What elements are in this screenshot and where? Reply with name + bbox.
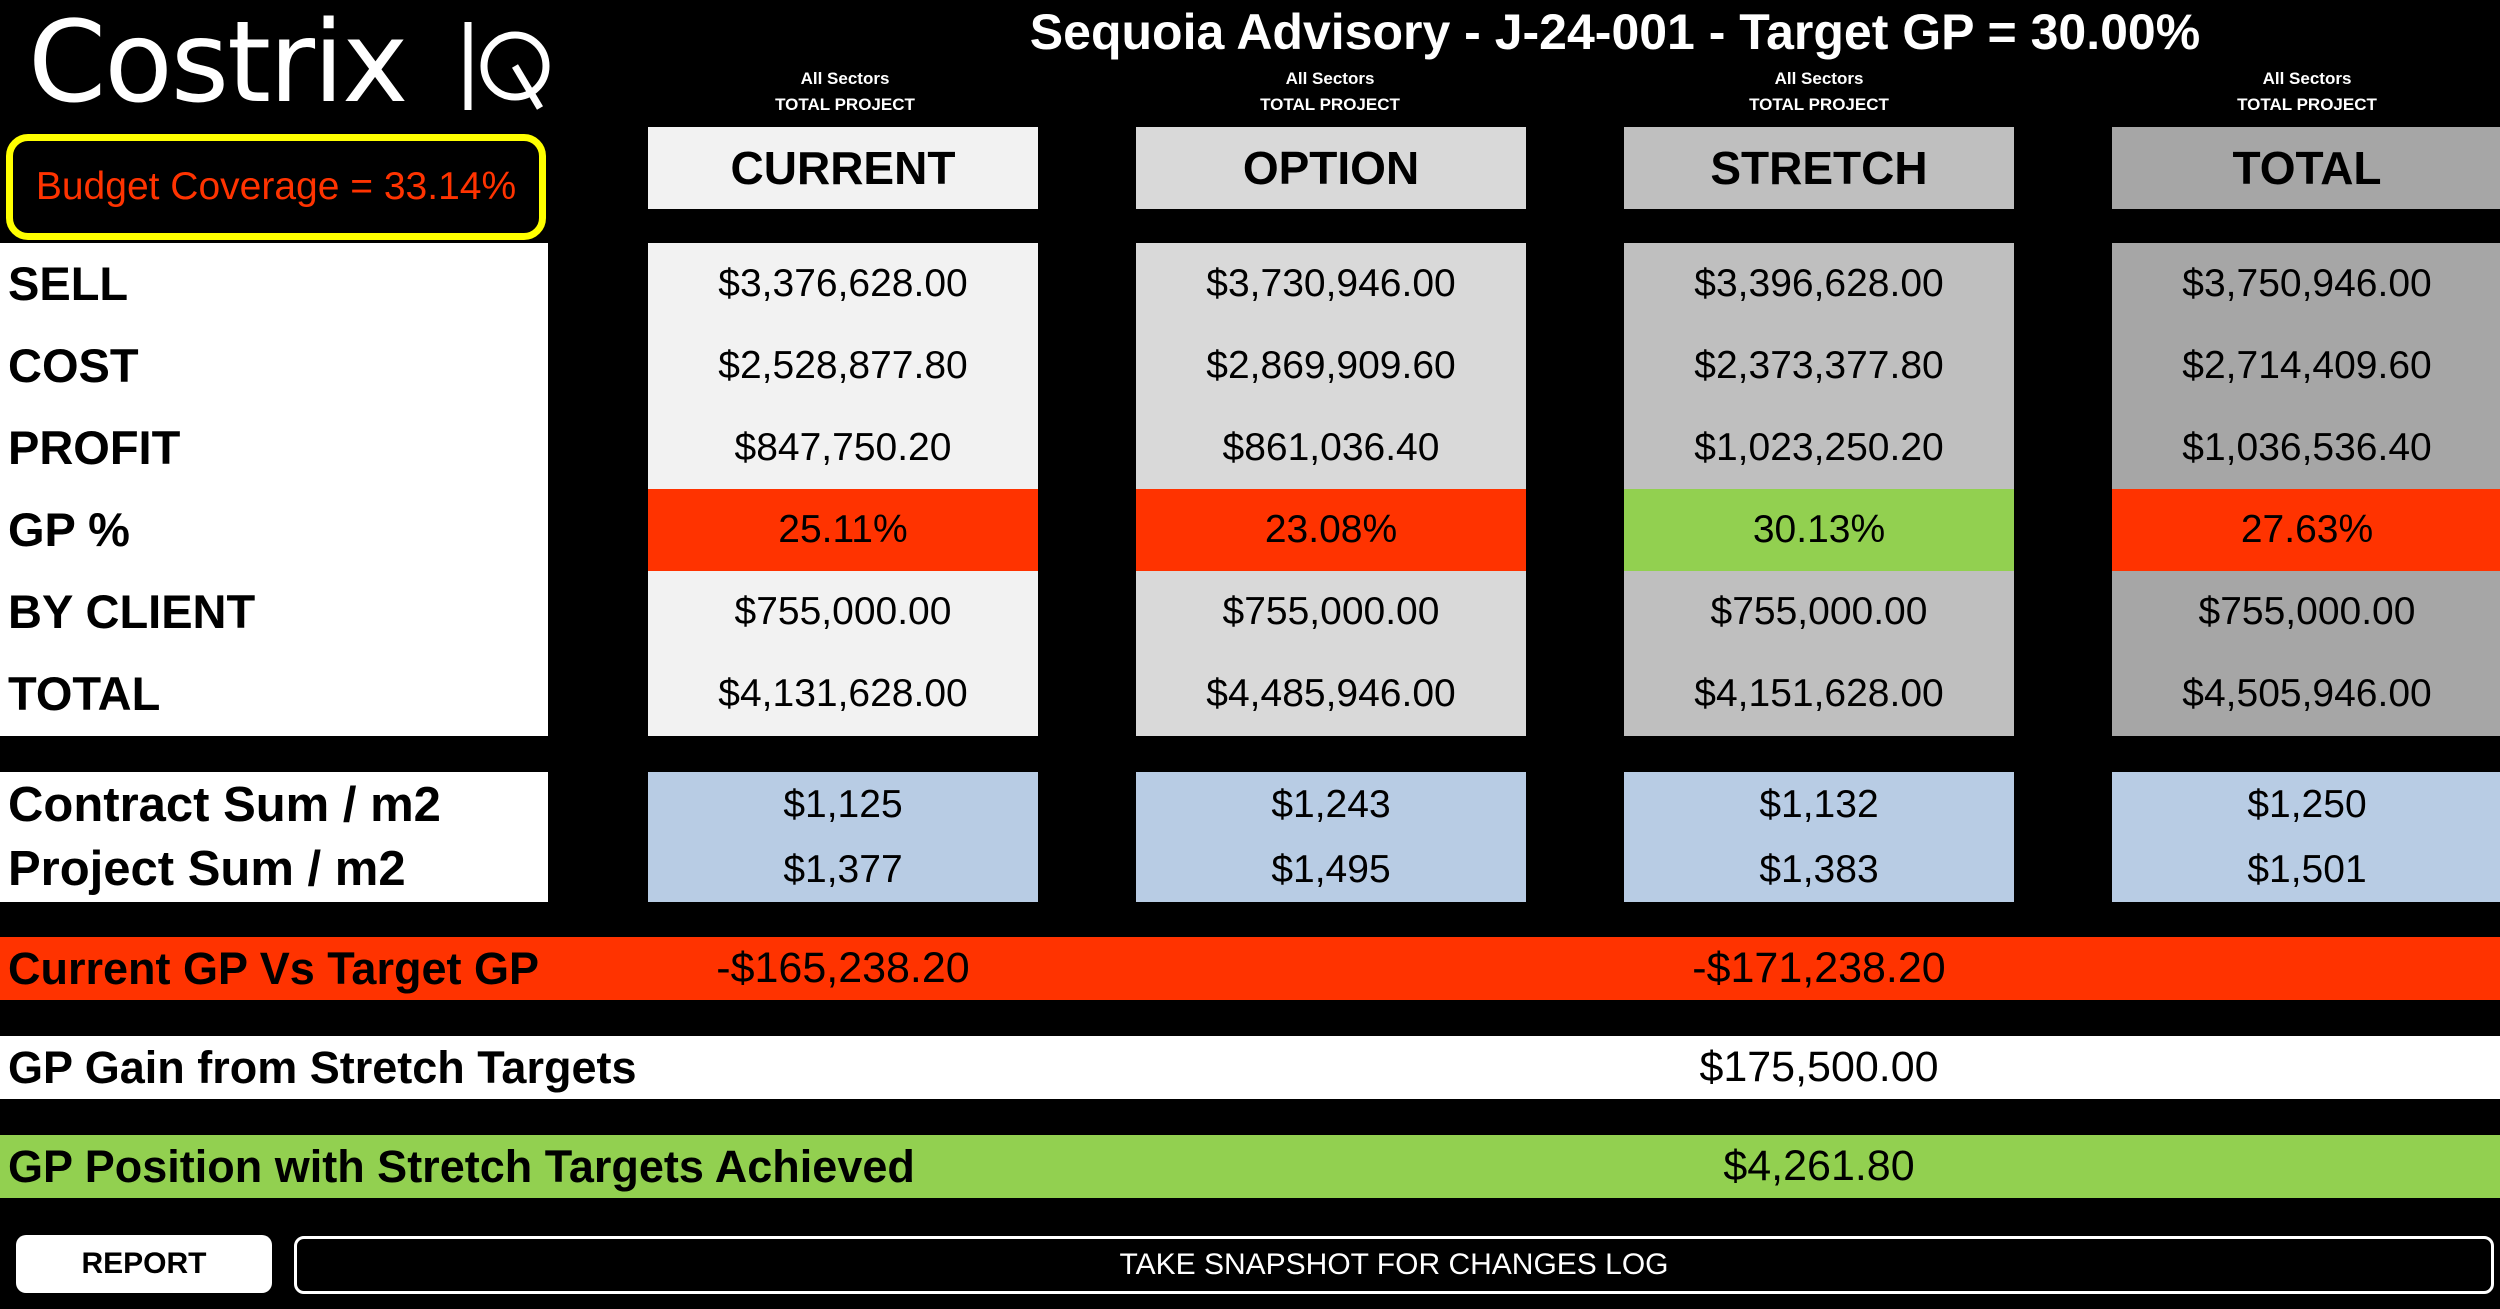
option-cost-value: $2,869,909.60 — [1206, 344, 1456, 387]
row-label-gp: GP % — [8, 503, 130, 556]
column-header-current: CURRENT — [648, 127, 1038, 209]
logo-iq-mark-icon — [464, 22, 550, 110]
current-vs-target-bar: Current GP Vs Target GP -$165,238.20 -$1… — [0, 937, 2500, 1000]
current-total-value: $4,131,628.00 — [718, 672, 968, 715]
current-gp-value: 25.11% — [648, 489, 1038, 571]
current-vs-target-label: Current GP Vs Target GP — [8, 943, 539, 994]
stretch-sell-value: $3,396,628.00 — [1694, 262, 1944, 305]
stretch-sum-block: $1,132 $1,383 — [1624, 772, 2014, 902]
row-label-cost: COST — [8, 339, 139, 392]
stretch-total-value: $4,151,628.00 — [1694, 672, 1944, 715]
option-total-value: $4,485,946.00 — [1206, 672, 1456, 715]
option-scope-label: TOTAL PROJECT — [1260, 95, 1400, 114]
column-header-total: TOTAL — [2112, 127, 2500, 209]
current-sector-label: All Sectors — [800, 69, 890, 88]
gp-position-label: GP Position with Stretch Targets Achieve… — [8, 1141, 915, 1192]
stretch-profit-value: $1,023,250.20 — [1694, 426, 1944, 469]
stretch-by-client-value: $755,000.00 — [1710, 590, 1928, 633]
report-button[interactable]: REPORT — [16, 1235, 272, 1293]
total-by-client-value: $755,000.00 — [2198, 590, 2416, 633]
stretch-project-sum: $1,383 — [1759, 848, 1879, 891]
column-total: $3,750,946.00 $2,714,409.60 $1,036,536.4… — [2112, 243, 2500, 736]
total-total-value: $4,505,946.00 — [2182, 672, 2432, 715]
option-sum-block: $1,243 $1,495 — [1136, 772, 1526, 902]
total-sector-label: All Sectors — [2262, 69, 2352, 88]
total-sum-block: $1,250 $1,501 — [2112, 772, 2500, 902]
current-contract-sum: $1,125 — [783, 783, 903, 826]
row-label-sell: SELL — [8, 257, 129, 310]
row-label-total: TOTAL — [8, 667, 161, 720]
costrix-logo: Costrix — [28, 0, 550, 128]
row-label-by-client: BY CLIENT — [8, 585, 256, 638]
row-label-panel: SELL COST PROFIT GP % BY CLIENT TOTAL — [0, 243, 548, 736]
current-scope-label: TOTAL PROJECT — [775, 95, 915, 114]
option-by-client-value: $755,000.00 — [1222, 590, 1440, 633]
total-project-sum: $1,501 — [2247, 848, 2367, 891]
current-sell-value: $3,376,628.00 — [718, 262, 968, 305]
current-vs-target-current-value: -$165,238.20 — [716, 944, 970, 992]
total-cost-value: $2,714,409.60 — [2182, 344, 2432, 387]
stretch-contract-sum: $1,132 — [1759, 783, 1879, 826]
gp-position-value: $4,261.80 — [1723, 1142, 1915, 1190]
column-option: $3,730,946.00 $2,869,909.60 $861,036.40 … — [1136, 243, 1526, 736]
option-gp-value: 23.08% — [1136, 489, 1526, 571]
option-project-sum: $1,495 — [1271, 848, 1391, 891]
stretch-scope-label: TOTAL PROJECT — [1749, 95, 1889, 114]
row-label-profit: PROFIT — [8, 421, 181, 474]
contract-sum-label: Contract Sum / m2 — [8, 778, 441, 832]
total-contract-sum: $1,250 — [2247, 783, 2367, 826]
current-by-client-value: $755,000.00 — [734, 590, 952, 633]
column-current: $3,376,628.00 $2,528,877.80 $847,750.20 … — [648, 243, 1038, 736]
gp-position-bar: GP Position with Stretch Targets Achieve… — [0, 1135, 2500, 1198]
gp-gain-label: GP Gain from Stretch Targets — [8, 1042, 637, 1093]
stretch-gp-value: 30.13% — [1624, 489, 2014, 571]
gp-gain-bar: GP Gain from Stretch Targets $175,500.00 — [0, 1036, 2500, 1099]
take-snapshot-button[interactable]: TAKE SNAPSHOT FOR CHANGES LOG — [294, 1236, 2494, 1294]
column-stretch: $3,396,628.00 $2,373,377.80 $1,023,250.2… — [1624, 243, 2014, 736]
total-profit-value: $1,036,536.40 — [2182, 426, 2432, 469]
option-profit-value: $861,036.40 — [1222, 426, 1440, 469]
stretch-cost-value: $2,373,377.80 — [1694, 344, 1944, 387]
current-project-sum: $1,377 — [783, 848, 903, 891]
current-cost-value: $2,528,877.80 — [718, 344, 968, 387]
total-gp-value: 27.63% — [2112, 489, 2500, 571]
option-sector-label: All Sectors — [1285, 69, 1375, 88]
page-title: Sequoia Advisory - J-24-001 - Target GP … — [1029, 4, 2201, 60]
budget-coverage-badge: Budget Coverage = 33.14% — [6, 134, 546, 240]
column-header-option: OPTION — [1136, 127, 1526, 209]
total-scope-label: TOTAL PROJECT — [2237, 95, 2377, 114]
current-sum-block: $1,125 $1,377 — [648, 772, 1038, 902]
sum-per-m2-label-panel: Contract Sum / m2 Project Sum / m2 — [0, 772, 548, 902]
column-header-stretch: STRETCH — [1624, 127, 2014, 209]
logo-wordmark: Costrix — [28, 0, 408, 128]
option-sell-value: $3,730,946.00 — [1206, 262, 1456, 305]
gp-gain-value: $175,500.00 — [1699, 1043, 1939, 1091]
option-contract-sum: $1,243 — [1271, 783, 1391, 826]
project-sum-label: Project Sum / m2 — [8, 842, 406, 896]
total-sell-value: $3,750,946.00 — [2182, 262, 2432, 305]
stretch-sector-label: All Sectors — [1774, 69, 1864, 88]
current-profit-value: $847,750.20 — [734, 426, 952, 469]
current-vs-target-stretch-value: -$171,238.20 — [1692, 944, 1946, 992]
